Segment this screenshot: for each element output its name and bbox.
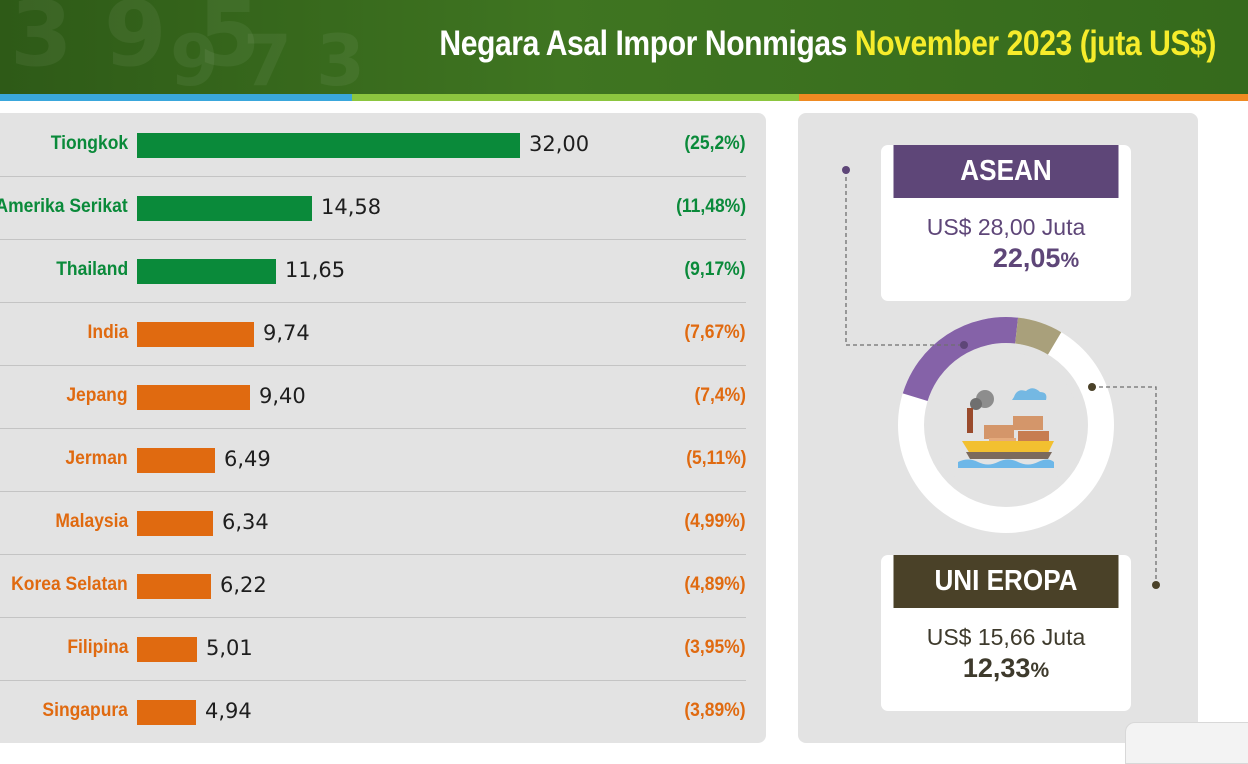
value-label-malaysia: 6,34 [222, 510, 269, 534]
category-label-singapura: Singapura [42, 700, 128, 721]
row-divider [0, 554, 746, 555]
stripe-orange [799, 94, 1248, 101]
stripe-green [352, 94, 799, 101]
row-divider [0, 176, 746, 177]
value-label-amerika-serikat: 14,58 [321, 195, 382, 219]
row-divider [0, 491, 746, 492]
share-label-filipina: (3,95%) [684, 637, 746, 658]
category-label-jepang: Jepang [66, 385, 128, 406]
bar-tiongkok [137, 133, 520, 158]
category-label-amerika-serikat: Amerika Serikat [0, 196, 128, 217]
value-label-filipina: 5,01 [206, 636, 253, 660]
decorative-digits-2: 9 7 3 [170, 20, 365, 94]
share-label-singapura: (3,89%) [684, 700, 746, 721]
category-label-jerman: Jerman [65, 448, 128, 469]
value-label-thailand: 11,65 [285, 258, 346, 282]
decorative-digits: 3 9 5 [10, 0, 261, 87]
category-label-korea-selatan: Korea Selatan [11, 574, 128, 595]
eu-label: UNI EROPA [893, 555, 1119, 608]
asean-share: 22,05% [881, 243, 1131, 274]
row-divider [0, 365, 746, 366]
asean-value: US$ 28,00 Juta [926, 214, 1086, 240]
category-label-tiongkok: Tiongkok [50, 133, 128, 154]
eu-share-unit: % [1030, 659, 1050, 682]
stripe-blue [0, 94, 352, 101]
bar-singapura [137, 700, 196, 725]
share-label-korea-selatan: (4,89%) [684, 574, 746, 595]
value-label-jepang: 9,40 [259, 384, 306, 408]
share-label-thailand: (9,17%) [684, 259, 746, 280]
value-label-korea-selatan: 6,22 [220, 573, 267, 597]
row-divider [0, 680, 746, 681]
value-label-india: 9,74 [263, 321, 310, 345]
bar-korea-selatan [137, 574, 211, 599]
category-label-thailand: Thailand [56, 259, 128, 280]
category-label-malaysia: Malaysia [55, 511, 128, 532]
asean-share-unit: % [1060, 249, 1080, 272]
eu-card: UNI EROPA US$ 15,66 Juta 12,33% [881, 555, 1131, 711]
asean-card: ASEAN US$ 28,00 Juta 22,05% [881, 145, 1131, 301]
title-main: Negara Asal Impor Nonmigas [439, 24, 848, 63]
asean-label: ASEAN [893, 145, 1119, 198]
page-corner-tab [1125, 722, 1248, 764]
bar-thailand [137, 259, 276, 284]
value-label-jerman: 6,49 [224, 447, 271, 471]
page-title: Negara Asal Impor Nonmigas November 2023… [439, 24, 1216, 64]
share-label-india: (7,67%) [684, 322, 746, 343]
share-label-jerman: (5,11%) [685, 448, 746, 469]
value-label-singapura: 4,94 [205, 699, 252, 723]
row-divider [0, 239, 746, 240]
share-label-jepang: (7,4%) [694, 385, 746, 406]
row-divider [0, 428, 746, 429]
eu-share-number: 12,33 [962, 653, 1031, 683]
share-label-malaysia: (4,99%) [684, 511, 746, 532]
row-divider [0, 617, 746, 618]
bar-filipina [137, 637, 197, 662]
category-label-filipina: Filipina [66, 637, 128, 658]
asean-share-number: 22,05 [992, 243, 1061, 273]
bar-jerman [137, 448, 215, 473]
bar-amerika-serikat [137, 196, 312, 221]
eu-value: US$ 15,66 Juta [926, 624, 1086, 650]
share-label-tiongkok: (25,2%) [684, 133, 746, 154]
share-label-amerika-serikat: (11,48%) [676, 196, 746, 217]
bar-india [137, 322, 254, 347]
category-label-india: India [87, 322, 128, 343]
bar-jepang [137, 385, 250, 410]
row-divider [0, 302, 746, 303]
header-banner: 3 9 5 9 7 3 Negara Asal Impor Nonmigas N… [0, 0, 1248, 94]
value-label-tiongkok: 32,00 [529, 132, 590, 156]
eu-share: 12,33% [881, 653, 1131, 684]
bar-malaysia [137, 511, 213, 536]
title-highlight: November 2023 (juta US$) [854, 24, 1216, 63]
